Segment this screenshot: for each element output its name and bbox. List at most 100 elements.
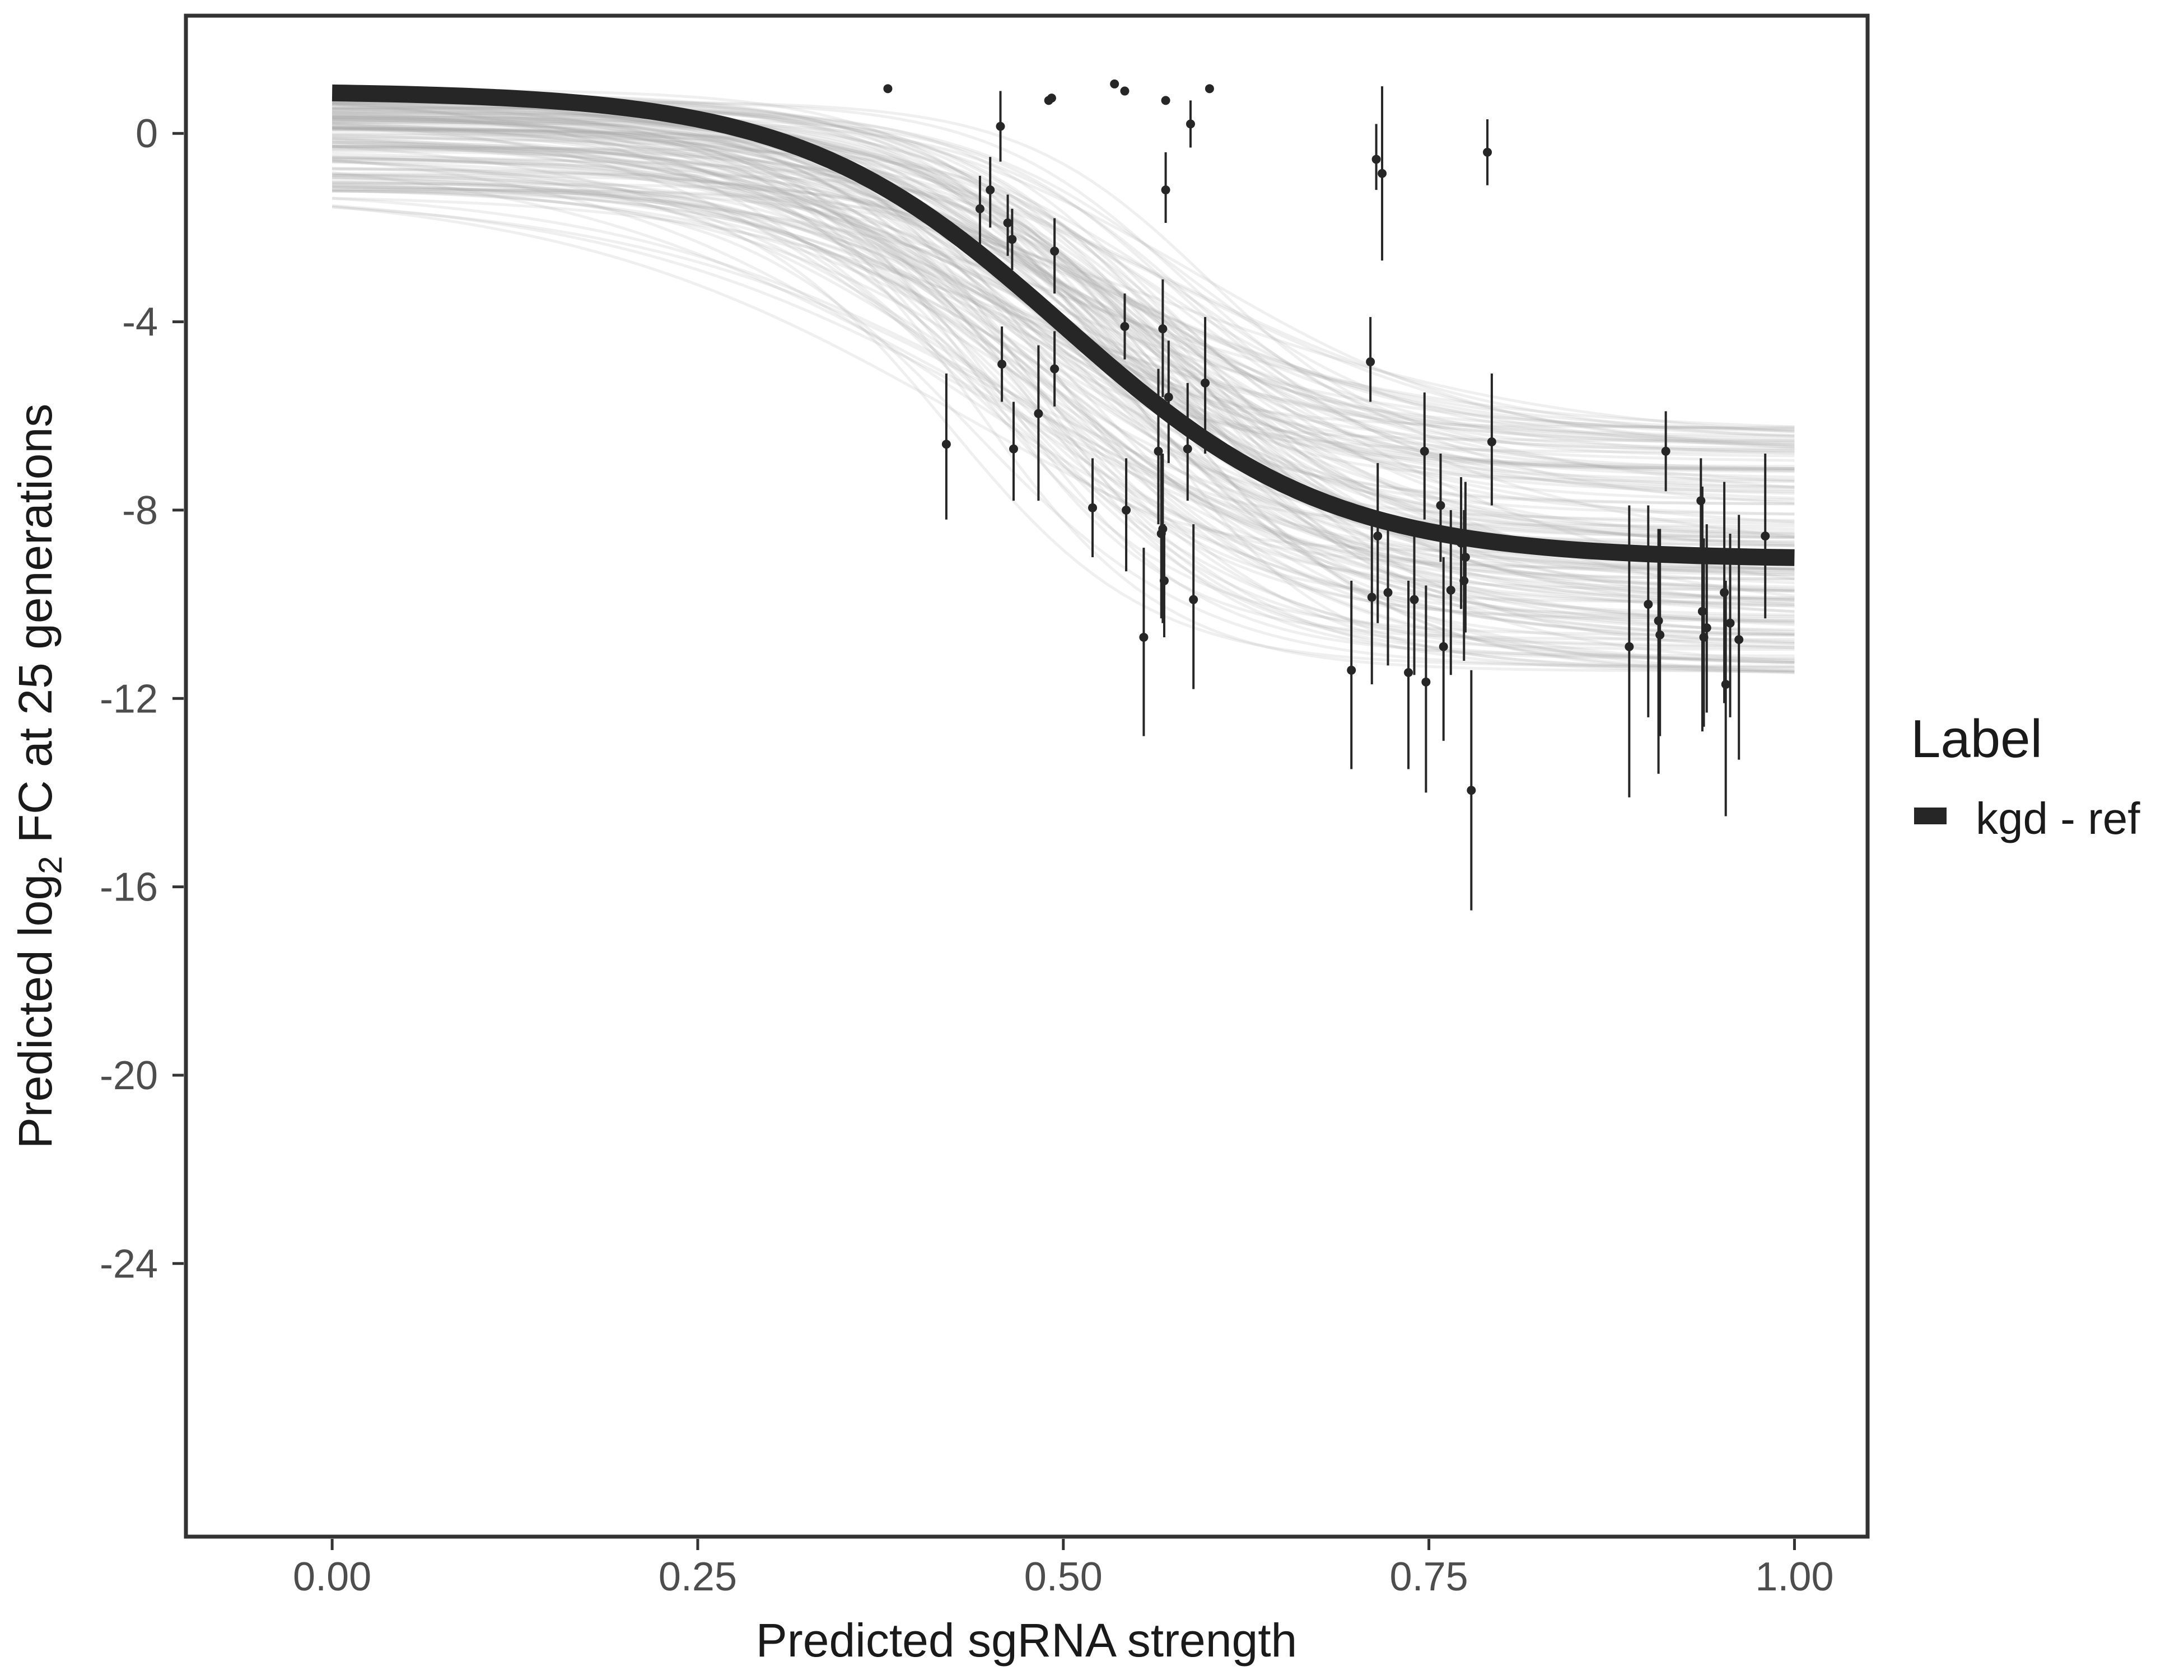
point-marker [1625,642,1634,651]
posterior-draw-line [332,103,1795,662]
posterior-draw-line [332,139,1795,544]
data-point [1164,340,1173,463]
posterior-draw-line [332,144,1795,581]
point-marker [1050,364,1060,374]
legend-title: Label [1911,709,2042,769]
y-tick-label: -12 [100,676,158,721]
point-marker [1189,595,1198,604]
point-marker [1186,119,1195,129]
posterior-draws [332,88,1795,675]
point-marker [1154,446,1163,456]
data-point [1201,317,1210,454]
posterior-draw-line [332,126,1795,442]
posterior-draw-line [332,122,1795,452]
posterior-draw-line [332,184,1795,489]
y-axis-title: Predicted log2 FC at 25 generations [9,404,69,1149]
posterior-draw-line [332,156,1795,661]
posterior-draw-line [332,111,1795,483]
posterior-draw-line [332,157,1795,575]
posterior-draw-line [332,166,1795,623]
posterior-draw-line [332,132,1795,470]
data-point [986,157,995,228]
data-point [1050,331,1060,407]
posterior-draw-line [332,181,1795,668]
posterior-draw-line [332,182,1795,601]
point-marker [1088,503,1098,512]
posterior-draw-line [332,173,1795,430]
posterior-draw-line [332,109,1795,637]
posterior-draw-line [332,116,1795,543]
data-point [1050,218,1060,294]
posterior-draw-line [332,156,1795,433]
posterior-draw-line [332,188,1795,534]
posterior-draw-line [332,116,1795,591]
posterior-draw-line [332,116,1795,452]
point-marker [1047,94,1056,103]
point-marker [941,440,951,449]
x-tick-label: 0.25 [659,1555,737,1599]
posterior-draw-line [332,206,1795,636]
x-axis: 0.00 0.25 0.50 0.75 1.00 [293,1539,1834,1599]
posterior-draw-line [332,142,1795,577]
point-marker [1404,668,1413,678]
x-tick-label: 0.50 [1024,1555,1103,1599]
data-point [1734,515,1744,760]
data-point [1655,529,1665,736]
point-marker [1034,409,1043,418]
point-marker [1366,357,1375,367]
point-marker [1654,616,1663,626]
point-marker [1487,437,1496,446]
x-tick-label: 0.75 [1390,1555,1468,1599]
x-axis-title: Predicted sgRNA strength [756,1614,1298,1667]
data-point [1378,86,1387,261]
y-tick-label: -4 [122,300,158,345]
posterior-draw-line [332,176,1795,606]
legend: Label kgd - ref [1911,709,2140,843]
point-marker [1761,531,1770,541]
data-point [1404,581,1413,769]
posterior-draw-line [332,138,1795,538]
point-marker [1007,235,1017,244]
point-marker [1378,169,1387,178]
posterior-draw-line [332,179,1795,665]
posterior-draw-line [332,173,1795,673]
point-marker [1158,324,1168,334]
point-marker [1383,588,1393,598]
posterior-draw-line [332,167,1795,622]
data-point [1625,505,1634,797]
posterior-draw-line [332,111,1795,632]
posterior-draw-line [332,108,1795,650]
point-marker [1661,446,1670,456]
posterior-draw-line [332,176,1795,661]
data-point [1487,374,1496,506]
posterior-draw-line [332,172,1795,600]
point-marker [1122,505,1131,515]
point-marker [996,122,1005,131]
point-marker [1483,147,1492,157]
posterior-draw-line [332,118,1795,438]
posterior-draw-line [332,126,1795,645]
point-marker [1009,444,1018,454]
posterior-draw-line [332,171,1795,592]
y-axis: 0 -4 -8 -12 -16 -20 -24 [100,111,184,1286]
point-marker [1721,680,1730,689]
posterior-draw-line [332,127,1795,488]
point-marker [1734,635,1744,645]
posterior-draw-line [332,107,1795,618]
point-marker [1446,585,1455,595]
point-marker [1120,321,1130,331]
posterior-draw-line [332,144,1795,604]
data-point [1120,293,1130,360]
posterior-draw-line [332,205,1795,645]
posterior-draw-line [332,103,1795,577]
data-point [1410,524,1419,675]
point-marker [1421,677,1431,687]
posterior-draw-line [332,111,1795,431]
posterior-draw-line [332,185,1795,599]
data-point [1383,519,1393,666]
data-point [1725,533,1735,717]
posterior-draw-line [332,136,1795,433]
y-tick-label: -24 [100,1242,158,1286]
y-tick-label: -16 [100,865,158,910]
